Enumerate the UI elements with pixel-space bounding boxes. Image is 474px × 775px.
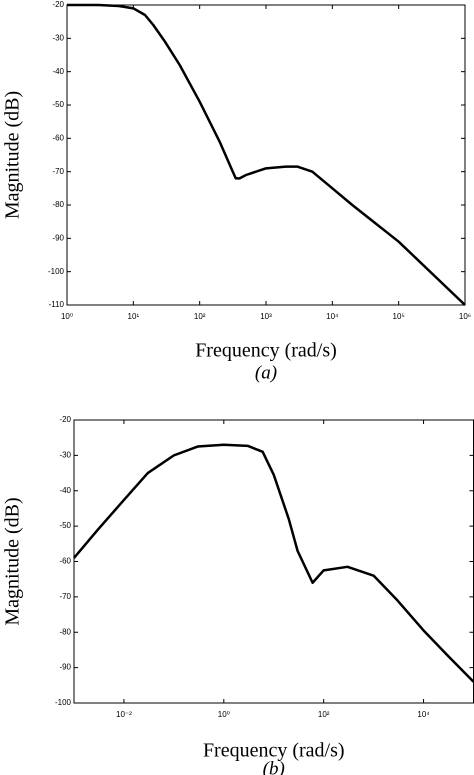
x-tick-label: 10²: [194, 312, 206, 321]
y-tick-label: -110: [49, 300, 65, 309]
plot-frame: [73, 419, 474, 704]
x-tick-label: 10³: [260, 312, 272, 321]
y-axis-label: Magnitude (dB): [2, 91, 24, 219]
x-tick-label: 10⁵: [393, 312, 405, 321]
line: [67, 3, 466, 306]
y-tick-label: -80: [59, 627, 71, 636]
y-tick-label: -80: [52, 200, 64, 209]
x-tick-label: 10⁶: [459, 312, 471, 321]
x-tick-label: 10⁰: [61, 312, 73, 321]
y-tick-label: -40: [52, 67, 64, 76]
y-tick-label: -90: [52, 233, 64, 242]
y-tick-label: -30: [52, 33, 64, 42]
y-tick-label: -100: [55, 698, 72, 707]
y-tick-label: -20: [52, 0, 64, 9]
y-tick-label: -90: [59, 663, 71, 672]
y-tick-label: -40: [59, 486, 71, 495]
x-tick-label: 10⁴: [417, 710, 430, 719]
line: [73, 443, 474, 683]
y-tick-label: -70: [52, 167, 64, 176]
y-tick-label: -50: [59, 521, 71, 530]
caption: (a): [255, 362, 277, 383]
y-tick-label: -60: [59, 557, 71, 566]
plot-frame: [66, 4, 466, 306]
x-tick-label: 10⁰: [218, 710, 230, 719]
caption: (b): [263, 758, 285, 775]
x-tick-label: 10¹: [128, 312, 140, 321]
y-tick-label: -30: [59, 450, 71, 459]
y-tick-label: -20: [59, 415, 71, 424]
x-tick-label: 10⁻²: [116, 710, 132, 719]
x-axis-label: Frequency (rad/s): [195, 340, 337, 362]
x-axis-label: Frequency (rad/s): [203, 740, 345, 762]
x-tick-label: 10²: [318, 710, 330, 719]
y-tick-label: -100: [48, 267, 65, 276]
y-axis-label: Magnitude (dB): [2, 497, 24, 625]
y-tick-label: -60: [52, 133, 64, 142]
y-tick-label: -50: [52, 100, 64, 109]
x-tick-label: 10⁴: [326, 312, 339, 321]
y-tick-label: -70: [59, 592, 71, 601]
